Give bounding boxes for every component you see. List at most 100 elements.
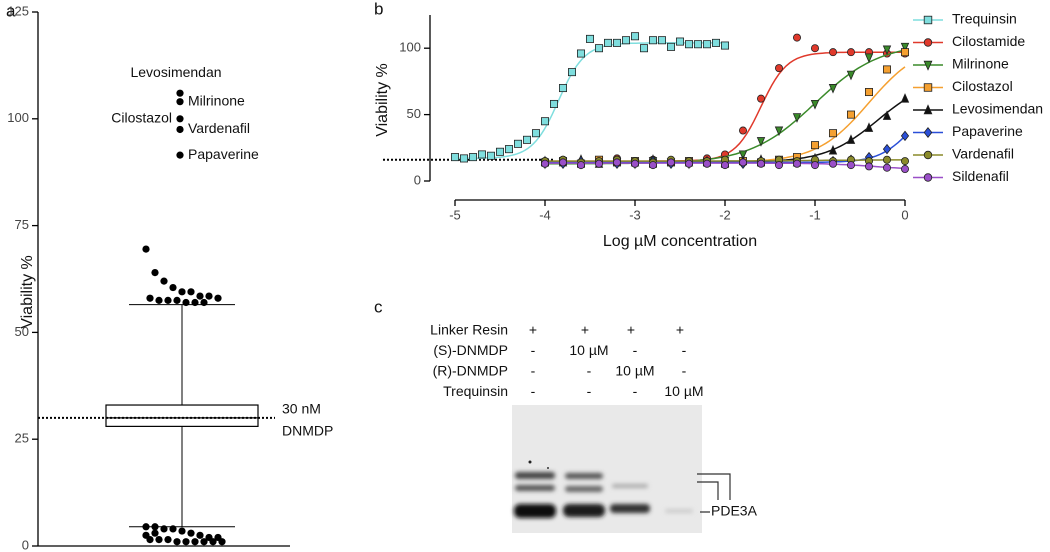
outlier — [191, 298, 199, 307]
marker — [712, 38, 721, 47]
outlier — [200, 298, 208, 307]
marker — [882, 45, 892, 56]
marker — [864, 122, 874, 132]
outlier — [178, 527, 186, 535]
cell: - — [633, 342, 638, 358]
marker — [658, 36, 667, 45]
marker — [640, 44, 649, 53]
labeled-point — [176, 125, 184, 134]
outlier — [182, 538, 190, 546]
marker — [847, 48, 856, 57]
marker — [829, 48, 838, 57]
series — [541, 33, 910, 167]
y-axis-label: Viability % — [19, 255, 36, 329]
outlier — [169, 283, 177, 292]
marker — [774, 126, 784, 137]
outlier — [178, 288, 186, 296]
outlier — [142, 523, 150, 531]
marker — [486, 151, 495, 160]
fit-curve — [545, 49, 906, 165]
marker — [847, 161, 856, 170]
marker — [667, 42, 676, 51]
cell: + — [529, 322, 537, 338]
x-tick-label: -4 — [539, 207, 551, 222]
outlier — [146, 294, 154, 302]
marker — [900, 130, 910, 142]
outlier — [187, 529, 195, 537]
marker — [450, 153, 459, 162]
cell: - — [587, 363, 592, 379]
marker — [864, 53, 874, 64]
outlier — [151, 268, 159, 277]
y-axis-label: Viability % — [374, 63, 391, 137]
marker — [739, 158, 748, 167]
marker — [811, 141, 820, 150]
y-tick-label: 25 — [15, 431, 29, 446]
outlier — [191, 538, 199, 546]
marker — [793, 33, 802, 42]
cell: + — [581, 322, 589, 338]
x-tick-label: -5 — [449, 207, 461, 222]
x-axis-label: Log µM concentration — [603, 233, 757, 250]
outlier — [151, 529, 159, 537]
outlier — [196, 531, 204, 539]
marker — [882, 110, 892, 120]
outlier — [173, 296, 181, 304]
marker — [829, 159, 838, 168]
cell: 10 µM — [615, 363, 654, 379]
reference-label: 30 nM — [282, 401, 321, 417]
marker — [721, 161, 730, 170]
cell: - — [531, 363, 536, 379]
outlier — [160, 525, 168, 533]
marker — [775, 64, 784, 73]
outlier — [164, 296, 172, 304]
marker — [523, 135, 532, 144]
marker — [901, 48, 910, 57]
panel-label: a — [6, 1, 16, 20]
marker — [923, 173, 933, 182]
marker — [577, 49, 586, 58]
row-label: Trequinsin — [443, 383, 508, 399]
x-tick-label: -2 — [719, 207, 731, 222]
band-label: PDE3A — [711, 503, 758, 519]
marker — [514, 139, 523, 148]
outlier — [200, 538, 208, 546]
series — [541, 158, 910, 174]
marker — [550, 99, 559, 108]
marker — [923, 60, 933, 71]
point-label: Milrinone — [188, 92, 245, 108]
marker — [459, 154, 468, 163]
cell: + — [676, 322, 684, 338]
point-label: Levosimendan — [130, 64, 221, 80]
outlier — [187, 288, 195, 296]
outlier — [173, 538, 181, 546]
cell: + — [627, 322, 635, 338]
marker — [923, 127, 933, 138]
legend-label: Cilostazol — [952, 78, 1013, 94]
outlier — [196, 292, 204, 300]
cell: - — [682, 363, 687, 379]
legend-label: Trequinsin — [952, 11, 1017, 27]
row-label: (S)-DNMDP — [433, 342, 508, 358]
outlier — [182, 298, 190, 307]
marker — [901, 165, 910, 174]
marker — [541, 159, 550, 168]
marker — [883, 155, 892, 164]
marker — [667, 158, 676, 167]
marker — [775, 161, 784, 170]
panel-label: b — [374, 0, 383, 18]
series — [541, 48, 910, 168]
marker — [923, 38, 933, 47]
marker — [595, 44, 604, 53]
marker — [649, 161, 658, 170]
cell: 10 µM — [569, 342, 608, 358]
marker — [468, 153, 477, 162]
cell: 10 µM — [664, 383, 703, 399]
marker — [923, 15, 933, 25]
labeled-point — [176, 98, 184, 106]
row-label: (R)-DNMDP — [433, 363, 508, 379]
marker — [828, 84, 838, 94]
blot-image — [512, 405, 731, 533]
y-tick-label: 125 — [7, 3, 29, 18]
